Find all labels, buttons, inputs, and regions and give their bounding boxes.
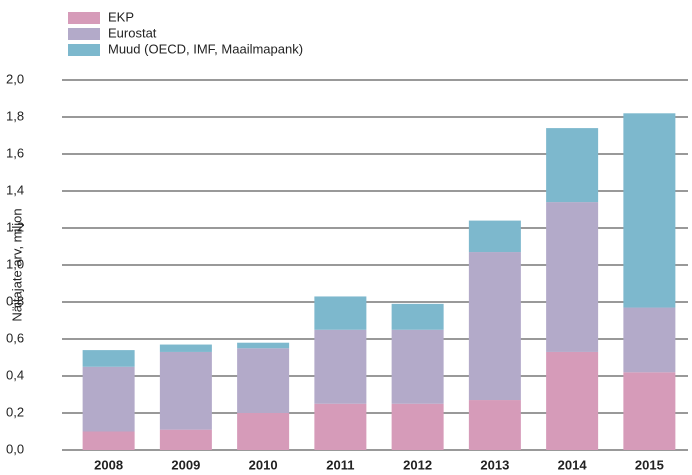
x-tick-label: 2015 <box>635 457 664 472</box>
bar-segment <box>82 431 135 450</box>
legend-label: EKP <box>108 9 134 24</box>
y-tick-label: 2,0 <box>6 71 24 86</box>
x-tick-label: 2010 <box>249 457 278 472</box>
bar-segment <box>468 400 521 450</box>
bar-segment <box>546 351 599 450</box>
x-tick-label: 2011 <box>326 457 354 472</box>
legend-swatch <box>68 44 100 56</box>
bar-segment <box>391 403 444 450</box>
bar-segment <box>159 344 212 352</box>
y-tick-label: 0,8 <box>6 293 24 308</box>
x-tick-label: 2008 <box>94 457 123 472</box>
x-tick-label: 2009 <box>171 457 200 472</box>
y-tick-label: 1,4 <box>6 182 24 197</box>
bar-segment <box>546 202 599 352</box>
y-axis-label: Näitajate arv, miljon <box>9 208 24 321</box>
y-tick-label: 0,0 <box>6 441 24 456</box>
y-tick-label: 1,6 <box>6 145 24 160</box>
legend-label: Eurostat <box>108 25 157 40</box>
y-tick-label: 0,4 <box>6 367 24 382</box>
bar-segment <box>82 366 135 432</box>
bar-segment <box>468 252 521 401</box>
bar-segment <box>623 113 676 308</box>
legend-label: Muud (OECD, IMF, Maailmapank) <box>108 41 303 56</box>
bar-segment <box>237 342 290 349</box>
y-tick-label: 0,6 <box>6 330 24 345</box>
y-tick-label: 1,0 <box>6 256 24 271</box>
bar-segment <box>546 128 599 203</box>
legend-swatch <box>68 28 100 40</box>
y-tick-label: 1,2 <box>6 219 24 234</box>
bar-segment <box>237 348 290 413</box>
x-tick-label: 2012 <box>403 457 432 472</box>
bar-segment <box>314 296 367 330</box>
bar-segment <box>391 303 444 330</box>
bar-segment <box>314 329 367 404</box>
bar-segment <box>237 413 290 450</box>
bar-segment <box>159 351 212 430</box>
y-tick-label: 0,2 <box>6 404 24 419</box>
bar-segment <box>82 350 135 367</box>
x-tick-label: 2014 <box>558 457 588 472</box>
bar-segment <box>159 429 212 450</box>
bar-segment <box>623 372 676 450</box>
y-tick-label: 1,8 <box>6 108 24 123</box>
x-tick-label: 2013 <box>480 457 509 472</box>
bar-segment <box>468 220 521 253</box>
legend-swatch <box>68 12 100 24</box>
bar-segment <box>314 403 367 450</box>
bar-segment <box>623 307 676 373</box>
bar-segment <box>391 329 444 404</box>
